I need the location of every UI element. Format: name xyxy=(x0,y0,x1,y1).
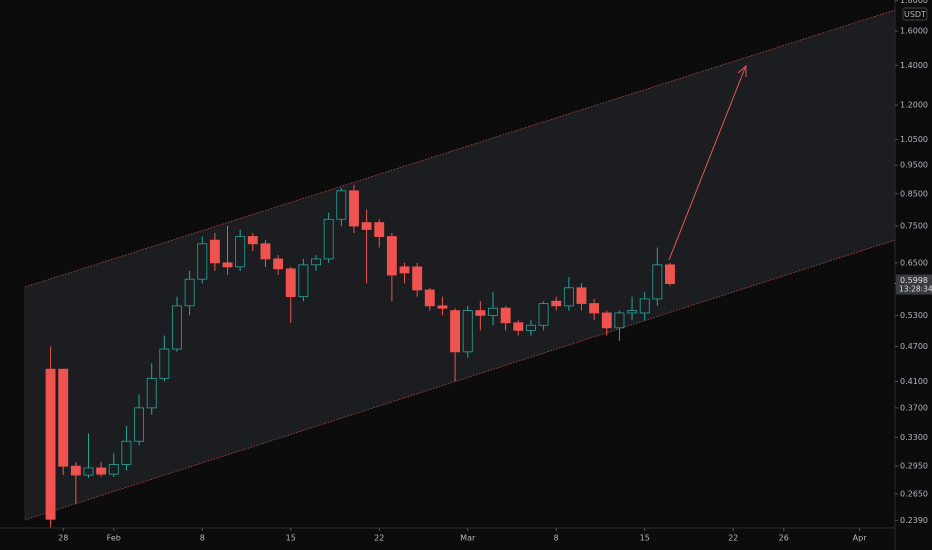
candle-body xyxy=(614,312,625,329)
candle-body xyxy=(399,266,410,274)
x-tick-label: 8 xyxy=(554,534,559,543)
candle-body xyxy=(209,239,220,264)
candle-body xyxy=(108,464,119,475)
candle-body xyxy=(159,348,170,379)
candle-body xyxy=(222,262,233,268)
candle-body xyxy=(58,368,69,467)
x-tick-label: 22 xyxy=(728,534,738,543)
candle-body xyxy=(235,236,246,268)
candle-body xyxy=(247,236,258,245)
candle-body xyxy=(83,467,94,476)
channel-lower xyxy=(24,239,896,521)
candle-body xyxy=(412,266,423,291)
candle-body xyxy=(260,243,271,260)
y-tick-label: 0.5300 xyxy=(900,311,928,320)
y-tick-label: 0.4700 xyxy=(900,342,928,351)
last-price: 0.5998 xyxy=(900,276,928,285)
x-tick-label: Apr xyxy=(853,534,868,543)
candle-body xyxy=(336,190,347,220)
y-tick-label: 0.2650 xyxy=(900,489,928,498)
y-tick-label: 0.4100 xyxy=(900,377,928,386)
channel-fill xyxy=(25,10,895,520)
candle-body xyxy=(424,289,435,307)
y-tick-label: 0.6500 xyxy=(900,258,928,267)
candles xyxy=(45,184,675,528)
candle-body xyxy=(513,322,524,331)
currency: USDT xyxy=(904,10,926,19)
candle-body xyxy=(551,300,562,307)
arrow-head xyxy=(737,64,747,77)
y-tick-label: 0.9500 xyxy=(900,161,928,170)
last-price-box xyxy=(896,274,932,295)
candle-body xyxy=(652,264,663,300)
candle-body xyxy=(374,222,385,237)
candle-body xyxy=(450,310,461,353)
candle-body xyxy=(273,258,284,270)
candle-body xyxy=(285,268,296,298)
candle-body xyxy=(462,310,473,353)
candle-body xyxy=(298,264,309,298)
candle-body xyxy=(386,236,397,276)
y-tick-label: 0.2390 xyxy=(900,516,928,525)
y-tick-label: 1.2000 xyxy=(900,101,928,110)
x-tick-label: 15 xyxy=(286,534,296,543)
candle-body xyxy=(361,222,372,230)
channel-upper xyxy=(24,9,896,288)
x-tick-label: 15 xyxy=(640,534,650,543)
y-tick-label: 0.3700 xyxy=(900,403,928,412)
y-tick-label: 0.3300 xyxy=(900,433,928,442)
candle-body xyxy=(121,440,132,465)
candle-body xyxy=(576,287,587,304)
x-tick-label: Feb xyxy=(107,534,121,543)
candle-body xyxy=(197,243,208,280)
candle-body xyxy=(349,190,359,227)
candle-body xyxy=(538,303,549,326)
candle-body xyxy=(500,307,511,324)
x-tick-label: 28 xyxy=(58,534,68,543)
candle-body xyxy=(146,377,157,409)
candle-body xyxy=(665,264,675,284)
candle-body xyxy=(323,218,334,260)
candle-body xyxy=(563,287,574,307)
candle-body xyxy=(437,305,448,309)
candle-body xyxy=(475,310,486,316)
x-tick-label: 26 xyxy=(779,534,789,543)
candle-body xyxy=(184,278,195,307)
candle-body xyxy=(70,465,81,476)
candle-body xyxy=(134,407,145,442)
candle-body xyxy=(96,467,107,475)
y-tick-label: 1.8000 xyxy=(900,0,928,5)
candle-body xyxy=(45,368,56,520)
candle-body xyxy=(589,303,600,314)
countdown: 13:28:34 xyxy=(899,285,932,294)
candle-body xyxy=(525,324,536,331)
y-tick-label: 0.2950 xyxy=(900,462,928,471)
y-tick-label: 0.7500 xyxy=(900,222,928,231)
y-tick-label: 1.4000 xyxy=(900,61,928,70)
candle-body xyxy=(639,298,650,314)
currency-box[interactable] xyxy=(902,7,928,21)
x-tick-label: 22 xyxy=(374,534,384,543)
y-tick-label: 0.8500 xyxy=(900,189,928,198)
x-tick-label: 8 xyxy=(200,534,205,543)
candle-body xyxy=(627,310,638,314)
y-tick-label: 1.0500 xyxy=(900,135,928,144)
candle-body xyxy=(311,258,321,266)
y-tick-label: 1.6000 xyxy=(900,27,928,36)
candle-body xyxy=(172,305,182,350)
arrow xyxy=(668,67,746,261)
x-tick-label: Mar xyxy=(460,534,476,543)
candle-body xyxy=(488,307,498,316)
candle-body xyxy=(601,312,612,329)
